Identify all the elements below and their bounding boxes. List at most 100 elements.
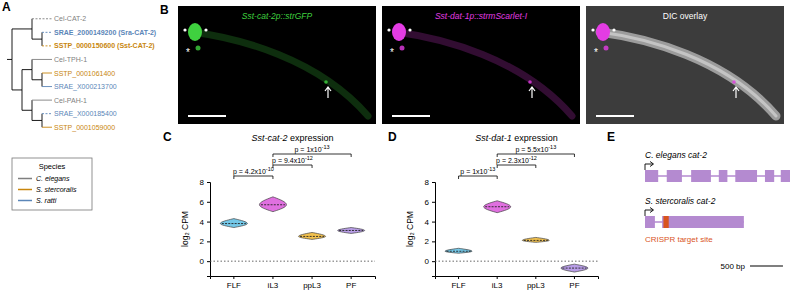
- neuron-signal: [392, 23, 406, 41]
- neuron-signal: [188, 23, 202, 41]
- median-line: [562, 268, 586, 269]
- title-rest: expression: [512, 133, 558, 143]
- y-tick-label: 4: [200, 218, 205, 227]
- cell-marker: [408, 28, 411, 31]
- neuron-signal: [604, 46, 609, 51]
- neuron-signal: [732, 80, 736, 84]
- p-value-exponent: -12: [529, 155, 537, 161]
- x-tick-mark: [535, 276, 536, 279]
- exon: [735, 170, 757, 182]
- neuron-signal: [528, 80, 532, 84]
- leaf-label: SRAE_2000149200 (Sra-CAT-2): [54, 29, 156, 37]
- p-value: p = 9.4x10-12: [272, 155, 313, 165]
- neuron-signal: [324, 80, 328, 84]
- tree-branch: [42, 120, 43, 127]
- exon: [691, 170, 711, 182]
- y-tick-label: 0: [425, 257, 430, 266]
- x-tick-label: iL3: [268, 281, 279, 290]
- panel-label: C: [163, 130, 172, 144]
- x-tick: FLF: [451, 276, 465, 290]
- violin: [220, 219, 247, 228]
- legend-label: S. ratti: [36, 197, 57, 204]
- p-value: p = 1x10-13: [460, 166, 495, 176]
- y-tick-mark: [432, 182, 435, 183]
- leaf-branch: [42, 86, 52, 87]
- micrograph: *DIC overlay: [586, 6, 784, 124]
- scale-bar: [596, 115, 634, 117]
- p-value: p = 2.3x10-12: [496, 155, 537, 165]
- y-tick-mark: [432, 241, 435, 242]
- x-tick: ppL3: [527, 276, 545, 290]
- panel-label: A: [2, 0, 11, 14]
- tree-branch: [32, 29, 33, 39]
- exon: [667, 170, 682, 182]
- y-tick-mark: [432, 202, 435, 203]
- x-tick-label: iL3: [492, 281, 503, 290]
- micrograph: *Sst-cat-2p::strGFP: [178, 6, 376, 124]
- tree-branch: [12, 28, 32, 29]
- reference-line: [435, 261, 598, 262]
- scale-bar: [188, 115, 226, 117]
- x-tick-mark: [272, 276, 273, 279]
- y-tick: 4: [425, 218, 435, 227]
- y-tick-label: 0: [200, 257, 205, 266]
- y-tick-mark: [432, 222, 435, 223]
- y-axis-title: log₂ CPM: [405, 211, 415, 247]
- y-tick: 2: [425, 237, 435, 246]
- leaf-branch: [42, 45, 52, 46]
- y-axis-title: log₂ CPM: [180, 211, 190, 247]
- legend-title: Species: [39, 162, 66, 171]
- y-tick: 6: [425, 198, 435, 207]
- tree-branch: [32, 120, 42, 121]
- y-tick-label: 6: [200, 198, 205, 207]
- violin: [484, 201, 511, 213]
- tree-branch: [22, 90, 23, 110]
- tree-branch: [42, 114, 43, 121]
- p-value: p = 5.5x10-13: [515, 144, 556, 154]
- cell-marker: [612, 28, 615, 31]
- comparison-bracket: [497, 165, 536, 168]
- plot-marks: [210, 197, 375, 261]
- x-tick-label: PF: [569, 281, 579, 290]
- leaf-label: Cel-TPH-1: [54, 56, 87, 63]
- x-tick-mark: [233, 276, 234, 279]
- x-tick-mark: [458, 276, 459, 279]
- leaf-label: SRAE_X000213700: [54, 83, 117, 91]
- tree-branch: [32, 59, 33, 69]
- x-tick-mark: [312, 276, 313, 279]
- p-value-base: p = 9.4x10: [272, 157, 305, 165]
- figure: ABCDECel-CAT-2SRAE_2000149200 (Sra-CAT-2…: [0, 0, 800, 300]
- cell-marker: [204, 28, 207, 31]
- y-tick-label: 2: [200, 237, 205, 246]
- scale-bar-label: 500 bp: [721, 262, 746, 271]
- y-tick-mark: [207, 202, 210, 203]
- exon: [781, 170, 790, 182]
- scale-bar: [750, 265, 783, 266]
- y-axis: 02468: [200, 178, 211, 276]
- title-gene: Sst-cat-2: [251, 133, 287, 143]
- tree-branch: [32, 39, 42, 40]
- y-tick: 4: [200, 218, 210, 227]
- legend: SpeciesC. elegansS. stercoralisS. ratti: [12, 158, 92, 210]
- leaf-branch: [32, 100, 52, 101]
- asterisk: *: [390, 47, 394, 58]
- legend-label: S. stercoralis: [36, 186, 77, 193]
- gene-label: C. elegans cat-2: [645, 150, 707, 160]
- median-line: [485, 206, 509, 207]
- violin-chart: 02468FLFiL3ppL3PFlog₂ CPMSst-dat-1 expre…: [405, 133, 599, 290]
- y-tick-mark: [207, 182, 210, 183]
- exon: [765, 170, 774, 182]
- image-label: Sst-dat-1p::strmScarlet-I: [435, 11, 528, 21]
- violin: [299, 232, 326, 239]
- y-axis-line: [207, 183, 211, 277]
- leaf-label: Cel-PAH-1: [54, 97, 87, 104]
- legend-swatch: [18, 178, 32, 180]
- tree-branch: [42, 39, 43, 46]
- tree-branch: [42, 80, 43, 87]
- chart-title: Sst-cat-2 expression: [251, 133, 333, 143]
- cell-marker: [183, 28, 186, 31]
- y-tick-label: 2: [425, 237, 430, 246]
- panel-label: D: [388, 130, 397, 144]
- violin: [522, 237, 549, 242]
- tree-branch: [32, 19, 33, 29]
